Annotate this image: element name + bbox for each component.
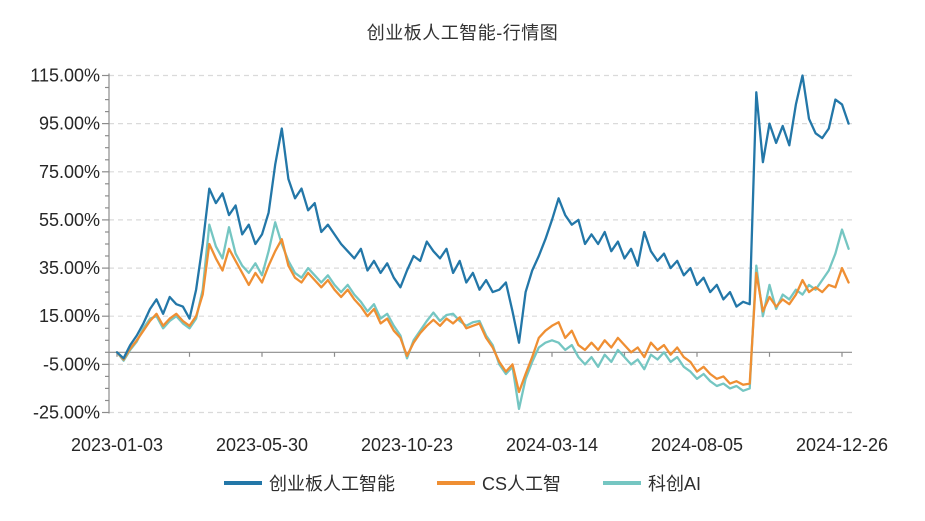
series-line-cs-ai xyxy=(115,238,850,394)
legend-swatch-star-ai xyxy=(603,481,641,485)
x-tick-label: 2023-10-23 xyxy=(361,435,453,455)
y-tick-label: -5.00% xyxy=(43,354,100,374)
y-axis xyxy=(102,73,110,414)
x-axis-zero-line xyxy=(109,351,852,357)
x-tick-label: 2024-03-14 xyxy=(506,435,598,455)
legend-swatch-cs-ai xyxy=(436,481,475,485)
y-gridlines xyxy=(109,74,852,414)
legend-item-star-ai: 科创AI xyxy=(603,470,701,496)
y-tick-label: 75.00% xyxy=(39,162,100,182)
x-axis-labels: 2023-01-03 2023-05-30 2023-10-23 2024-03-14… xyxy=(71,435,888,455)
y-tick-label: 15.00% xyxy=(39,306,100,326)
x-tick-label: 2024-08-05 xyxy=(651,435,743,455)
legend-swatch-chinext-ai xyxy=(223,481,262,485)
y-tick-label: 55.00% xyxy=(39,210,100,230)
legend-item-chinext-ai: 创业板人工智能 xyxy=(223,470,395,496)
series-line-chinext-ai xyxy=(115,74,850,360)
x-tick-label: 2024-12-26 xyxy=(796,435,888,455)
legend: 创业板人工智能 CS人工智 科创AI xyxy=(0,471,925,495)
y-tick-label: 35.00% xyxy=(39,258,100,278)
y-tick-label: -25.00% xyxy=(33,403,100,423)
y-tick-label: 115.00% xyxy=(30,66,100,86)
chart-title: 创业板人工智能-行情图 xyxy=(366,23,559,43)
legend-label-star-ai: 科创AI xyxy=(648,474,702,494)
x-tick-label: 2023-01-03 xyxy=(71,435,163,455)
y-axis-labels: 115.00% 95.00% 75.00% 55.00% 35.00% 15.00% -5.… xyxy=(30,66,100,423)
legend-label-chinext-ai: 创业板人工智能 xyxy=(268,474,395,494)
x-tick-label: 2023-05-30 xyxy=(216,435,308,455)
legend-label-cs-ai: CS人工智 xyxy=(481,474,561,494)
y-tick-label: 95.00% xyxy=(39,114,100,134)
legend-item-cs-ai: CS人工智 xyxy=(436,470,561,496)
